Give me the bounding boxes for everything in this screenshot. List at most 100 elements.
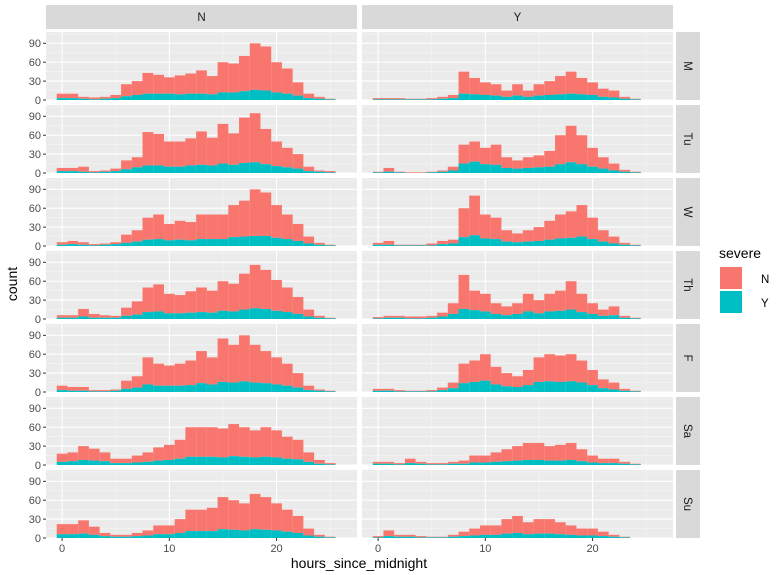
bar-severe-n	[271, 279, 282, 311]
bar-severe-y	[131, 167, 143, 173]
bar-severe-n	[292, 223, 304, 241]
bar-severe-y	[490, 534, 502, 538]
bar-severe-y	[501, 386, 513, 392]
bar-severe-n	[597, 531, 609, 537]
bar-severe-y	[544, 166, 556, 173]
bar-severe-y	[228, 456, 240, 465]
bar-severe-y	[437, 244, 448, 246]
bar-severe-y	[78, 98, 89, 100]
bar-severe-n	[469, 195, 480, 236]
bar-severe-n	[88, 244, 100, 246]
bar-severe-y	[512, 242, 523, 246]
bar-severe-n	[314, 534, 325, 537]
bar-severe-n	[490, 84, 502, 96]
bar-severe-y	[196, 239, 207, 246]
bar-severe-y	[469, 94, 480, 100]
bar-severe-y	[131, 314, 143, 319]
facet-panel	[46, 32, 357, 101]
bar-severe-n	[99, 452, 111, 462]
bar-severe-y	[110, 536, 122, 538]
bar-severe-y	[394, 536, 405, 538]
bar-severe-y	[78, 244, 89, 246]
bar-severe-y	[490, 313, 502, 319]
bar-severe-y	[437, 316, 448, 319]
bar-severe-y	[394, 172, 405, 173]
bar-severe-y	[314, 390, 325, 392]
bar-severe-n	[630, 463, 641, 465]
bar-severe-y	[608, 389, 620, 392]
bar-severe-y	[196, 93, 207, 100]
facet-panel	[46, 470, 357, 539]
bar-severe-y	[324, 172, 336, 173]
bar-severe-n	[185, 222, 197, 241]
bar-severe-y	[56, 171, 68, 173]
bar-severe-y	[587, 313, 598, 319]
bar-severe-y	[260, 529, 272, 538]
bar-severe-n	[110, 534, 122, 537]
bar-severe-y	[110, 98, 122, 100]
bar-severe-n	[415, 172, 427, 173]
bar-severe-y	[292, 387, 304, 392]
bar-severe-n	[174, 439, 186, 459]
bar-severe-n	[217, 338, 229, 382]
bar-severe-n	[619, 169, 631, 172]
bar-severe-n	[271, 430, 282, 458]
bar-severe-y	[99, 461, 111, 465]
bar-severe-y	[501, 533, 513, 538]
bar-severe-n	[260, 46, 272, 91]
y-tick-label: 0	[35, 387, 41, 399]
bar-severe-n	[271, 141, 282, 167]
bar-severe-y	[479, 238, 491, 246]
bar-severe-y	[271, 166, 282, 173]
bar-severe-n	[544, 293, 556, 312]
y-tick-label: 60	[29, 130, 41, 142]
bar-severe-y	[153, 93, 164, 100]
bar-severe-n	[490, 217, 502, 240]
bar-severe-n	[619, 96, 631, 99]
bar-severe-n	[110, 315, 122, 318]
bar-severe-y	[576, 94, 588, 100]
bar-severe-y	[619, 390, 631, 392]
bar-severe-n	[394, 244, 405, 246]
bar-severe-n	[121, 234, 132, 243]
bar-severe-n	[153, 133, 164, 166]
bar-severe-n	[249, 189, 261, 236]
bar-severe-n	[163, 141, 175, 167]
y-tick-label: 30	[29, 295, 41, 307]
bar-severe-n	[415, 244, 427, 246]
row-strip-label: F	[681, 354, 693, 361]
bar-severe-y	[88, 172, 100, 173]
bar-severe-y	[437, 98, 448, 100]
bar-severe-y	[372, 99, 384, 100]
bar-severe-n	[121, 380, 132, 389]
bar-severe-y	[185, 165, 197, 173]
bar-severe-y	[99, 536, 111, 538]
bar-severe-y	[131, 387, 143, 392]
bar-severe-n	[415, 98, 427, 100]
bar-severe-n	[426, 390, 438, 392]
bar-severe-n	[415, 461, 427, 464]
y-tick-label: 60	[29, 276, 41, 288]
bar-severe-n	[153, 284, 164, 312]
bar-severe-y	[239, 162, 250, 173]
bar-severe-y	[544, 311, 556, 319]
y-axis-title: count	[4, 267, 20, 301]
bar-severe-y	[597, 96, 609, 100]
bar-severe-n	[249, 493, 261, 530]
bar-severe-n	[324, 390, 336, 392]
bar-severe-n	[185, 138, 197, 166]
bar-severe-n	[56, 453, 68, 462]
bar-severe-n	[121, 160, 132, 170]
bar-severe-y	[239, 91, 250, 100]
bar-severe-n	[394, 463, 405, 465]
bar-severe-y	[630, 245, 641, 246]
bar-severe-y	[619, 537, 631, 538]
bar-severe-n	[619, 388, 631, 391]
bar-severe-y	[206, 531, 218, 538]
bar-severe-y	[587, 535, 598, 538]
bar-severe-n	[110, 94, 122, 99]
y-tick-label: 90	[29, 476, 41, 488]
bar-severe-y	[608, 97, 620, 100]
bar-severe-n	[404, 458, 416, 464]
row-strip	[676, 105, 700, 173]
